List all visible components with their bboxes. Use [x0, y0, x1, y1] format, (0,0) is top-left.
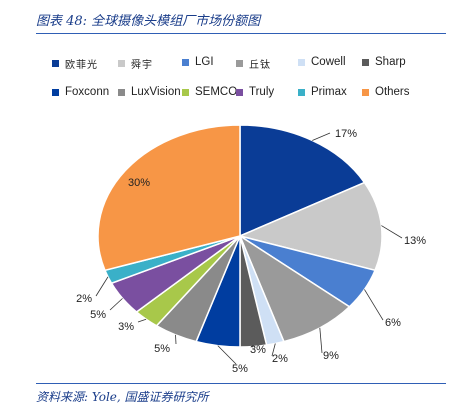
- legend-item: 欧菲光: [52, 56, 98, 71]
- source-note: 资料来源: Yole, 国盛证券研究所: [36, 390, 209, 404]
- legend-item: Foxconn: [52, 86, 109, 98]
- legend-label: 丘钛: [249, 60, 271, 71]
- legend-item: Sharp: [362, 56, 406, 68]
- leader-line: [312, 132, 331, 141]
- legend-item: LuxVision: [118, 86, 181, 98]
- legend-label: 欧菲光: [65, 60, 98, 71]
- legend-label: 舜宇: [131, 60, 153, 71]
- pie-slice: [238, 234, 351, 343]
- legend-item: 舜宇: [118, 56, 153, 71]
- leader-line: [319, 327, 323, 354]
- legend-swatch: [236, 60, 243, 67]
- legend-swatch: [52, 60, 59, 67]
- legend-label: Sharp: [375, 56, 406, 68]
- legend-label: LuxVision: [131, 86, 181, 98]
- leader-line: [217, 345, 237, 365]
- data-label: 6%: [385, 317, 401, 329]
- legend-swatch: [52, 88, 59, 96]
- data-label: 5%: [154, 343, 170, 355]
- data-label: 9%: [323, 350, 339, 362]
- legend-item: Others: [362, 86, 410, 98]
- data-label: 17%: [335, 128, 357, 140]
- leader-line: [364, 289, 384, 321]
- leader-line: [109, 298, 123, 311]
- data-label: 3%: [118, 321, 134, 333]
- legend-swatch: [182, 88, 189, 96]
- figure-title: 图表 48: 全球摄像头模组厂市场份额图: [36, 14, 261, 29]
- legend-swatch: [298, 88, 305, 96]
- legend-row-1: 欧菲光 舜宇 LGI 丘钛 Cowell Sharp: [52, 56, 452, 78]
- figure-header: 图表 48: 全球摄像头模组厂市场份额图: [0, 0, 469, 30]
- legend-row-2: Foxconn LuxVision SEMCO Truly Primax Others: [52, 86, 452, 108]
- legend-swatch: [236, 88, 243, 96]
- leader-line: [137, 318, 147, 323]
- header-rule: [36, 33, 446, 34]
- leader-line: [271, 343, 276, 357]
- data-label: 30%: [128, 177, 150, 189]
- legend-label: Primax: [311, 86, 347, 98]
- footer-rule: [36, 383, 446, 384]
- leader-line: [95, 276, 109, 297]
- legend-item: 丘钛: [236, 56, 271, 71]
- legend-label: Cowell: [311, 56, 346, 68]
- legend-swatch: [118, 88, 125, 96]
- legend-label: Others: [375, 86, 410, 98]
- data-label: 3%: [250, 344, 266, 356]
- data-label: 13%: [404, 235, 426, 247]
- data-label: 5%: [232, 363, 248, 375]
- data-label: 5%: [90, 309, 106, 321]
- legend-label: SEMCO: [195, 86, 238, 98]
- legend-swatch: [362, 88, 369, 96]
- data-label: 2%: [272, 353, 288, 365]
- pie-slice: [97, 124, 241, 272]
- legend-swatch: [362, 58, 369, 66]
- chart-legend: 欧菲光 舜宇 LGI 丘钛 Cowell Sharp Foxconn LuxVision SE…: [52, 56, 452, 116]
- legend-item: LGI: [182, 56, 214, 68]
- legend-item: SEMCO: [182, 86, 237, 98]
- legend-label: LGI: [195, 56, 214, 68]
- legend-swatch: [182, 58, 189, 66]
- legend-swatch: [118, 60, 125, 67]
- legend-swatch: [298, 58, 305, 66]
- leader-line: [381, 225, 403, 239]
- legend-item: Truly: [236, 86, 274, 98]
- legend-label: Truly: [249, 86, 275, 98]
- legend-label: Foxconn: [65, 86, 110, 98]
- legend-item: Primax: [298, 86, 347, 98]
- legend-item: Cowell: [298, 56, 346, 68]
- data-label: 2%: [76, 293, 92, 305]
